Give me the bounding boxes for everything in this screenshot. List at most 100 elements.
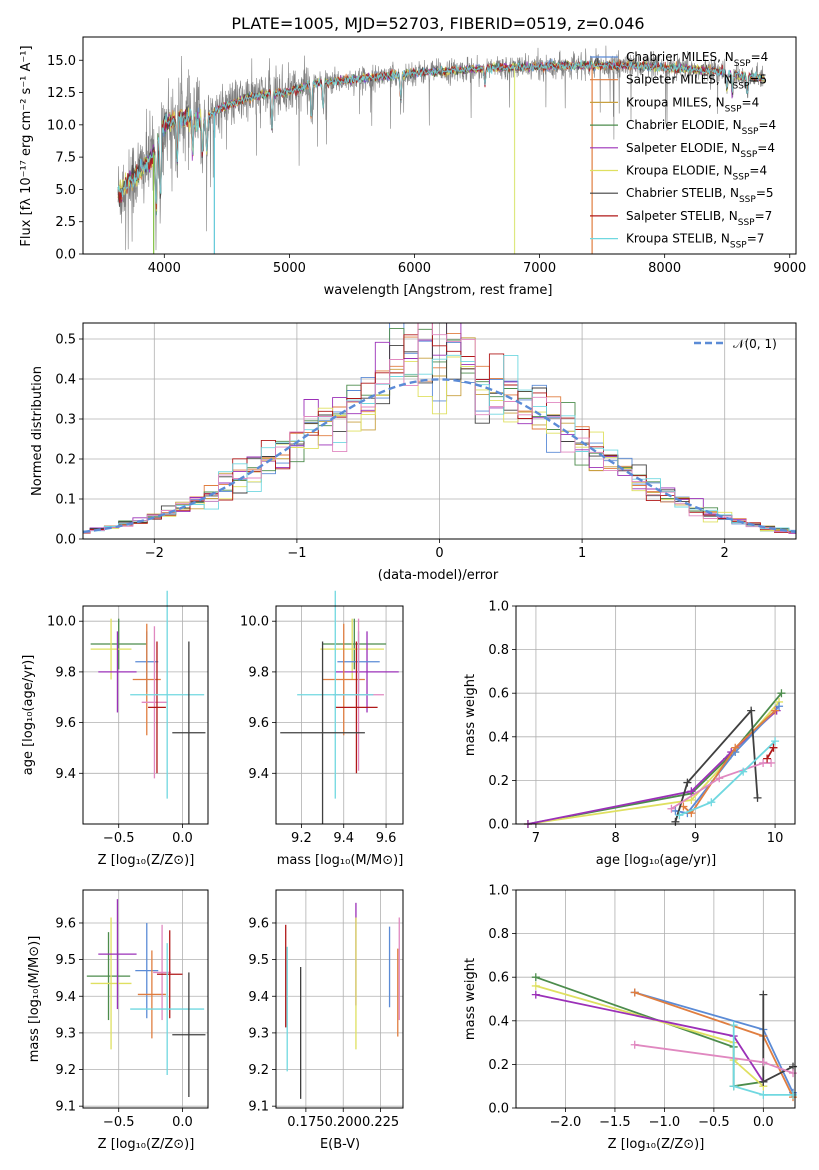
weight-marker xyxy=(683,778,692,787)
errorbar-point xyxy=(90,618,132,680)
age-vs-mass-panel: 9.2 9.4 9.6 9.4 9.6 9.8 10.0 mass [log₁₀(M/M⊙… xyxy=(240,590,404,868)
y-tick-label: 0.2 xyxy=(488,774,509,789)
weight-marker xyxy=(759,990,768,999)
x-tick-label: −2 xyxy=(145,546,164,561)
x-tick-label: −0.5 xyxy=(103,1115,135,1130)
errorbar-point xyxy=(172,972,206,1098)
residuals-legend: 𝒩(0, 1) xyxy=(694,337,777,351)
y-tick-label: 0.6 xyxy=(488,687,509,702)
legend-name: Salpeter STELIB, N xyxy=(626,209,738,223)
legend-suffix: =7 xyxy=(747,232,765,246)
x-tick-label: −1.5 xyxy=(599,1115,631,1130)
age-vs-Z-panel: −0.5 0.0 9.4 9.6 9.8 10.0 Z [log₁₀(Z/Z⊙)] ag… xyxy=(21,590,209,868)
weight-marker xyxy=(759,1090,768,1099)
x-axis-label: (data-model)/error xyxy=(378,568,499,583)
x-tick-label: 9.4 xyxy=(333,831,354,846)
weight-marker xyxy=(667,804,676,813)
legend-label-gaussian: 𝒩(0, 1) xyxy=(733,337,777,351)
legend-sub: SSP xyxy=(740,150,757,160)
x-tick-label: 8000 xyxy=(648,261,681,276)
weight-line xyxy=(682,709,776,815)
weight-vs-Z-yticks: 0.0 0.2 0.4 0.6 0.8 1.0 xyxy=(488,884,516,1117)
weight-marker xyxy=(763,754,772,763)
legend-suffix: =5 xyxy=(749,73,767,87)
x-axis-label: mass [log₁₀(M/M⊙)] xyxy=(277,853,404,868)
weight-marker xyxy=(531,990,540,999)
residuals-plot xyxy=(83,323,796,534)
y-tick-label: 15.0 xyxy=(47,54,76,69)
x-tick-label: 6000 xyxy=(398,261,431,276)
errorbar-point xyxy=(130,943,205,1076)
x-tick-label: 0.0 xyxy=(172,831,193,846)
x-tick-label: 0.0 xyxy=(753,1115,774,1130)
x-tick-label: 0 xyxy=(435,546,443,561)
x-tick-label: 8 xyxy=(612,831,620,846)
weight-marker xyxy=(769,743,778,752)
y-tick-label: 2.5 xyxy=(55,215,76,230)
legend-name: Salpeter ELODIE, N xyxy=(626,141,740,155)
weight-vs-age-yticks: 0.0 0.2 0.4 0.6 0.8 1.0 xyxy=(488,600,516,833)
x-tick-label: 0.0 xyxy=(172,1115,193,1130)
weight-marker xyxy=(675,811,684,820)
histogram-step xyxy=(83,323,796,534)
y-tick-label: 0.8 xyxy=(488,643,509,658)
weight-vs-Z-frame xyxy=(515,889,796,1109)
x-tick-label: 2 xyxy=(721,546,729,561)
legend-suffix: =5 xyxy=(756,186,774,200)
weight-vs-age-xticks: 7 8 9 10 xyxy=(532,824,783,846)
y-tick-label: 9.3 xyxy=(55,1026,76,1041)
y-axis-label: mass [log₁₀(M/M⊙)] xyxy=(27,936,42,1063)
legend-label: Kroupa MILES, NSSP=4 xyxy=(626,95,759,114)
x-tick-label: −2.0 xyxy=(550,1115,582,1130)
x-tick-label: 5000 xyxy=(273,261,306,276)
legend-sub: SSP xyxy=(733,82,750,92)
weight-marker xyxy=(707,798,716,807)
x-axis-label: Z [log₁₀(Z/Z⊙)] xyxy=(608,1137,705,1152)
x-axis-label: age [log₁₀(age/yr)] xyxy=(596,853,717,868)
spectrum-xticks: 4000 5000 6000 7000 8000 9000 xyxy=(148,254,806,276)
errorbar-point xyxy=(86,932,131,1021)
legend-sub: SSP xyxy=(725,104,742,114)
age-vs-Z-frame xyxy=(82,605,209,825)
weight-marker xyxy=(687,796,696,805)
residuals-yticks: 0.0 0.1 0.2 0.3 0.4 0.5 xyxy=(55,333,83,548)
y-axis-label: mass weight xyxy=(463,674,478,756)
chart-title: PLATE=1005, MJD=52703, FIBERID=0519, z=0… xyxy=(231,14,644,33)
weight-vs-age-plot xyxy=(523,689,786,828)
y-tick-label: 10.0 xyxy=(240,615,269,630)
x-tick-label: 4000 xyxy=(148,261,181,276)
y-tick-label: 0.0 xyxy=(55,533,76,548)
x-tick-label: 9.2 xyxy=(291,831,312,846)
legend-sub: SSP xyxy=(738,218,755,228)
mass-vs-Z-frame xyxy=(82,889,209,1109)
errorbar-point xyxy=(98,899,137,1010)
legend-name: Chabrier ELODIE, N xyxy=(626,118,742,132)
legend-name: Chabrier STELIB, N xyxy=(626,186,739,200)
y-tick-label: 0.5 xyxy=(55,333,76,348)
x-tick-label: 9000 xyxy=(773,261,806,276)
spectrum-panel: PLATE=1005, MJD=52703, FIBERID=0519, z=0… xyxy=(19,14,806,298)
legend-sub: SSP xyxy=(734,59,751,69)
y-tick-label: 0.0 xyxy=(55,248,76,263)
weight-vs-Z-panel: −2.0 −1.5 −1.0 −0.5 0.0 0.0 0.2 0.4 0.6 0.8 1.0 Z… xyxy=(463,884,798,1152)
x-tick-label: 0.225 xyxy=(362,1115,399,1130)
errorbar-point xyxy=(98,631,137,713)
weight-vs-Z-xticks: −2.0 −1.5 −1.0 −0.5 0.0 xyxy=(550,1108,774,1130)
errorbar-point xyxy=(135,922,159,1019)
age-vs-mass-frame xyxy=(275,605,404,825)
x-tick-label: 7000 xyxy=(523,261,556,276)
y-tick-label: 10.0 xyxy=(47,615,76,630)
legend-name: Kroupa STELIB, N xyxy=(626,232,730,246)
weight-marker xyxy=(729,1021,738,1030)
mass-vs-Z-yticks: 9.1 9.2 9.3 9.4 9.5 9.6 xyxy=(55,916,83,1115)
y-tick-label: 7.5 xyxy=(55,151,76,166)
legend-sub: SSP xyxy=(730,241,747,251)
weight-marker xyxy=(759,758,768,767)
legend-label: Salpeter MILES, NSSP=5 xyxy=(626,73,767,92)
legend-suffix: =4 xyxy=(757,141,775,155)
weight-marker xyxy=(777,689,786,698)
age-vs-mass-plot xyxy=(280,590,399,824)
weight-marker xyxy=(687,787,696,796)
x-tick-label: −0.5 xyxy=(103,831,135,846)
